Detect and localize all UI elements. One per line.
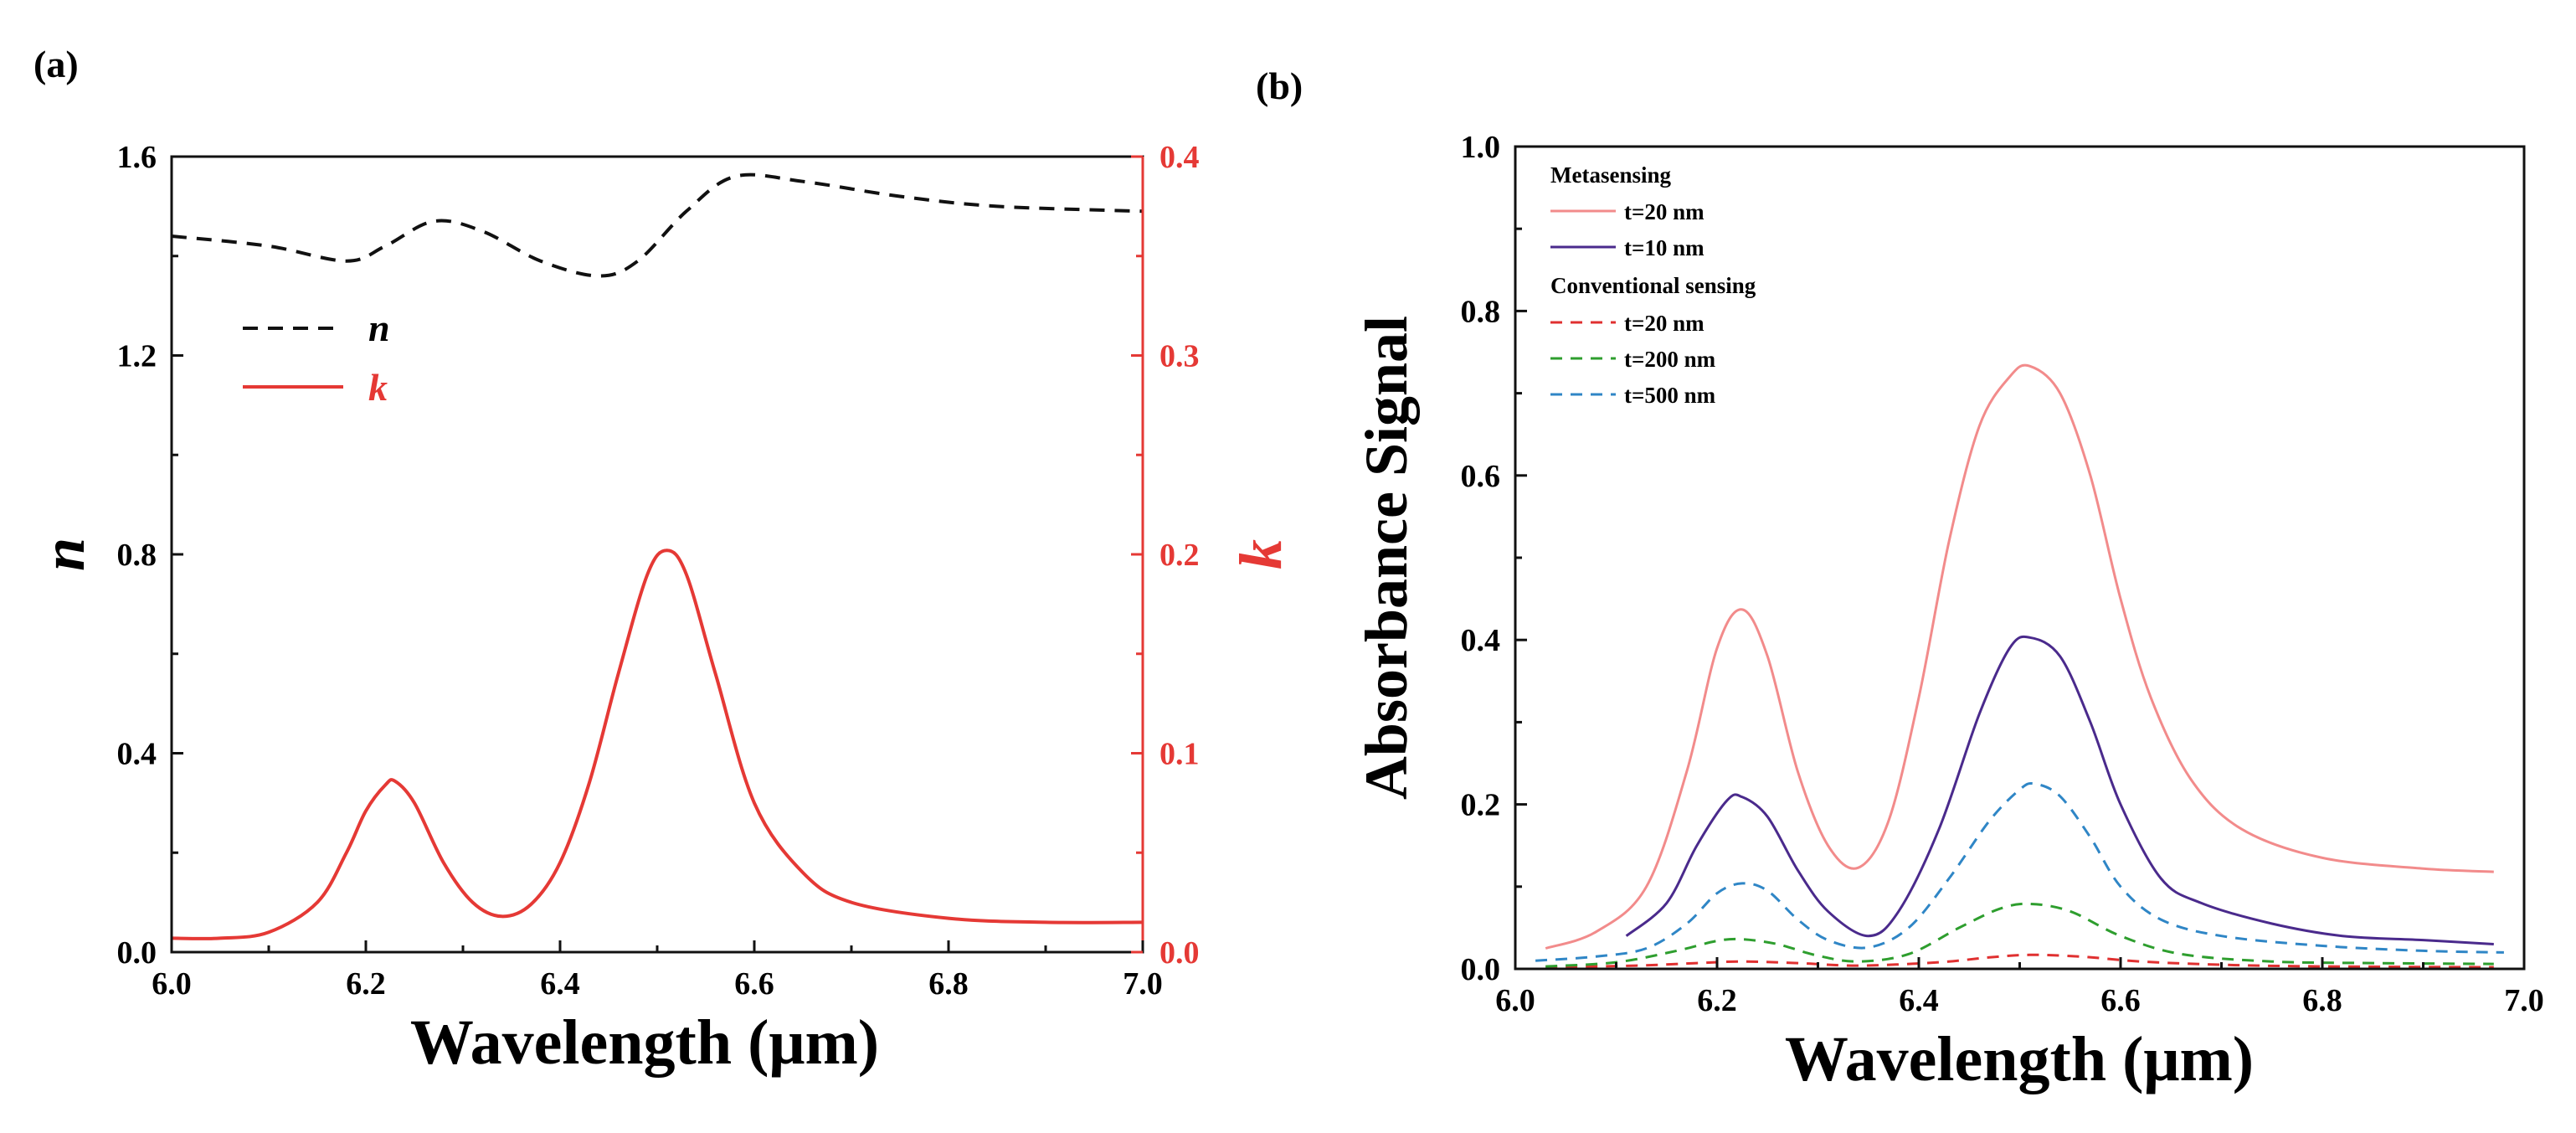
panel-a: (a) 6.0 6.2 6.4 6.6 6.8 7.00.00.40.81.21.60.0… bbox=[30, 43, 1294, 1078]
panel-a-x-tick-label: 6.8 bbox=[928, 966, 969, 1002]
panel-a-y-tick-label-left: 0.0 bbox=[117, 935, 157, 971]
panel-a-series-n-line bbox=[171, 173, 1144, 278]
panel-b-series-2-line bbox=[1545, 953, 2494, 969]
panel-b-plot-frame bbox=[1514, 145, 2526, 971]
panel-a-y-tick-label-right: 0.4 bbox=[1159, 140, 1200, 175]
panel-b-series-0-line bbox=[1545, 363, 2494, 950]
legend-meta-10nm-label: t=10 nm bbox=[1624, 235, 1704, 260]
panel-a-y-tick-label-right: 0.0 bbox=[1159, 935, 1200, 971]
panel-a-y-tick-label-left: 0.4 bbox=[117, 737, 157, 772]
legend-conv-500nm-label: t=500 nm bbox=[1624, 383, 1716, 408]
panel-b-x-tick-label: 6.2 bbox=[1697, 983, 1737, 1018]
panel-b-y-tick-label: 0.0 bbox=[1461, 952, 1501, 987]
legend-conv-20nm-label: t=20 nm bbox=[1624, 311, 1704, 336]
panel-b-label: (b) bbox=[1256, 64, 1303, 107]
panel-a-y-tick-label-left: 0.8 bbox=[117, 538, 157, 573]
panel-b-x-tick-label: 7.0 bbox=[2504, 983, 2544, 1018]
panel-b-series-1-line bbox=[1625, 635, 2494, 945]
panel-b-y-tick-label: 0.6 bbox=[1461, 459, 1501, 494]
panel-a-x-tick-label: 6.2 bbox=[346, 966, 386, 1002]
panel-a-series-k-line bbox=[171, 548, 1144, 940]
panel-b-x-tick-label: 6.0 bbox=[1495, 983, 1535, 1018]
panel-a-x-axis-label: Wavelength (μm) bbox=[410, 1007, 879, 1078]
panel-b-series-3-line bbox=[1545, 902, 2494, 968]
panel-b-y-tick-label: 0.8 bbox=[1461, 294, 1501, 329]
legend-conv-200nm-label: t=200 nm bbox=[1624, 347, 1716, 372]
panel-b-y-tick-label: 0.4 bbox=[1461, 623, 1501, 658]
legend-k-label: k bbox=[368, 366, 388, 409]
legend-group-metasensing: Metasensing bbox=[1550, 162, 1671, 188]
panel-a-y-tick-label-right: 0.3 bbox=[1159, 339, 1200, 374]
panel-b-legend: Metasensing t=20 nm t=10 nm Conventional… bbox=[1550, 162, 1756, 408]
panel-b-y-tick-label: 1.0 bbox=[1461, 130, 1501, 165]
panel-a-x-tick-label: 7.0 bbox=[1123, 966, 1163, 1002]
panel-b-y-tick-label: 0.2 bbox=[1461, 788, 1501, 823]
panel-a-y-tick-label-left: 1.2 bbox=[117, 339, 157, 374]
panel-b-y-axis-label: Absorbance Signal bbox=[1353, 316, 1420, 800]
panel-a-y-tick-label-right: 0.2 bbox=[1159, 538, 1200, 573]
legend-group-conventional: Conventional sensing bbox=[1550, 273, 1756, 298]
panel-a-y-tick-label-left: 1.6 bbox=[117, 140, 157, 175]
panel-a-legend: n k bbox=[243, 306, 390, 409]
panel-b-x-tick-label: 6.4 bbox=[1899, 983, 1939, 1018]
panel-a-y-axis-label-right: k bbox=[1227, 539, 1294, 569]
panel-b-x-tick-label: 6.6 bbox=[2100, 983, 2141, 1018]
panel-a-label: (a) bbox=[33, 43, 79, 85]
legend-n-label: n bbox=[368, 306, 390, 349]
panel-b-x-tick-label: 6.8 bbox=[2302, 983, 2342, 1018]
panel-a-x-tick-label: 6.0 bbox=[152, 966, 192, 1002]
legend-meta-20nm-label: t=20 nm bbox=[1624, 199, 1704, 224]
panel-a-y-axis-label-left: n bbox=[30, 538, 97, 571]
panel-a-x-tick-label: 6.4 bbox=[540, 966, 580, 1002]
panel-a-y-tick-label-right: 0.1 bbox=[1159, 737, 1200, 772]
panel-a-x-tick-label: 6.6 bbox=[734, 966, 774, 1002]
panel-b-x-axis-label: Wavelength (μm) bbox=[1785, 1024, 2254, 1094]
panel-b-series-4-line bbox=[1535, 782, 2504, 962]
panel-b: (b) 6.0 6.2 6.4 6.6 6.8 7.0 0.0 0.2 0.4 0.6 0.8 1.0… bbox=[1256, 64, 2544, 1094]
